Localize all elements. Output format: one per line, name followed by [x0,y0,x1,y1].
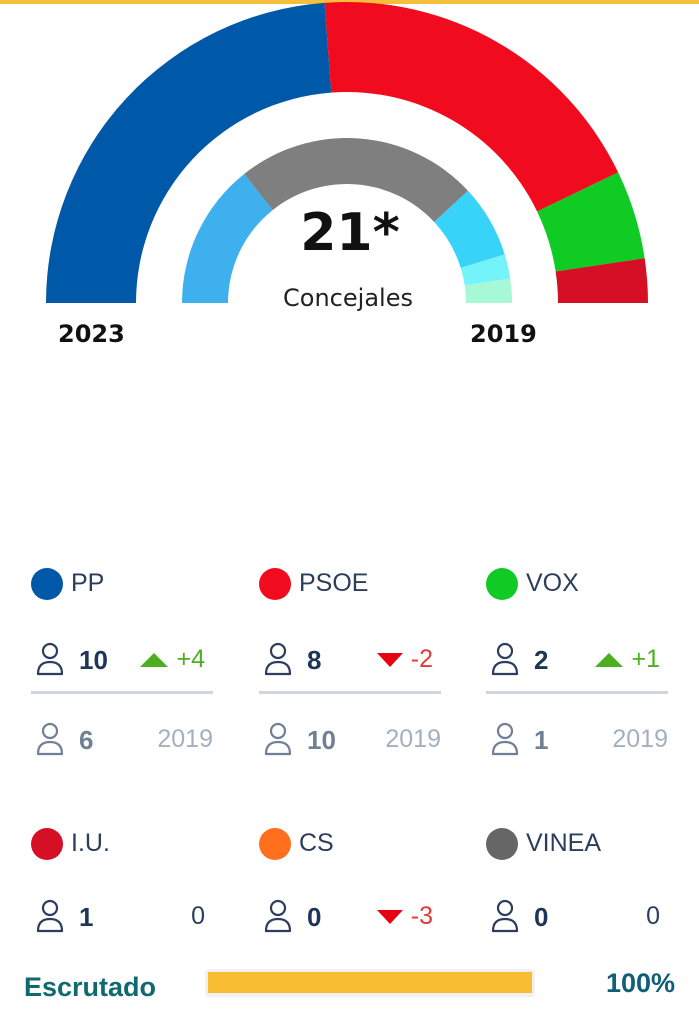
party-card-iu[interactable]: I.U. 1 0 [31,825,213,933]
top-accent-bar [0,0,699,4]
divider [259,691,441,694]
seats-2023: 1 [79,902,94,932]
scrutiny-progress-bar [205,969,535,997]
seats-2019-segment-2 [244,138,468,223]
party-color-dot [486,568,518,600]
divider [31,691,213,694]
increase-arrow-icon [595,652,624,667]
person-icon [491,722,519,756]
total-seats-caption: Concejales [283,284,413,312]
party-name: CS [299,829,334,857]
seat-change: -3 [376,902,433,931]
seats-2023: 0 [307,902,322,932]
person-icon [264,642,292,676]
previous-year: 2019 [157,725,213,753]
party-card-vinea[interactable]: VINEA 0 0 [486,825,668,933]
decrease-arrow-icon [376,909,403,924]
party-card-vox[interactable]: VOX 2 +1 1 2019 [486,565,668,756]
party-name: VINEA [526,829,602,857]
seat-change: -2 [376,645,433,674]
scrutiny-percentage: 100% [605,968,675,998]
divider [486,691,668,694]
seats-2023-segment-1 [46,2,332,304]
seats-2023-segment-2 [324,2,619,212]
party-color-dot [259,828,291,860]
seats-2023-segment-3 [537,172,645,272]
party-color-dot [31,568,63,600]
seats-2023-segment-4 [555,258,648,303]
scrutiny-label: Escrutado [24,972,157,1002]
party-name: VOX [526,569,579,597]
party-color-dot [259,568,291,600]
seats-2019-segment-3 [434,190,505,268]
party-card-cs[interactable]: CS 0 -3 [259,825,441,933]
hemicycle-chart [46,2,648,304]
party-card-pp[interactable]: PP 10 +4 6 2019 [31,565,213,756]
person-icon [264,722,292,756]
person-icon [264,899,292,933]
current-year-label: 2023 [58,320,125,348]
seats-2023: 10 [79,645,108,675]
person-icon [36,722,64,756]
previous-year: 2019 [385,725,441,753]
party-card-psoe[interactable]: PSOE 8 -2 10 2019 [259,565,441,756]
scrutiny-progress-fill [208,972,532,993]
seats-2023: 0 [534,902,549,932]
person-icon [36,642,64,676]
seats-2019-segment-1 [182,173,273,303]
seats-2019: 6 [79,725,94,755]
seats-2023: 2 [534,645,549,675]
seats-2023: 8 [307,645,322,675]
seats-2019: 10 [307,725,336,755]
seat-change: +1 [595,645,660,674]
person-icon [491,899,519,933]
decrease-arrow-icon [376,652,403,667]
party-color-dot [486,828,518,860]
party-color-dot [31,828,63,860]
seats-2019: 1 [534,725,549,755]
seats-2019-segment-4 [460,254,511,286]
person-icon [36,899,64,933]
party-name: PP [71,569,105,597]
previous-year-label: 2019 [470,320,537,348]
person-icon [491,642,519,676]
seat-change: +4 [140,645,205,674]
seat-change: 0 [646,902,660,930]
previous-year: 2019 [612,725,668,753]
seat-change: 0 [191,902,205,930]
total-seats: 21* [300,203,400,263]
increase-arrow-icon [140,652,169,667]
seats-2019-segment-5 [464,278,512,303]
party-name: PSOE [299,569,369,597]
party-name: I.U. [71,829,110,857]
